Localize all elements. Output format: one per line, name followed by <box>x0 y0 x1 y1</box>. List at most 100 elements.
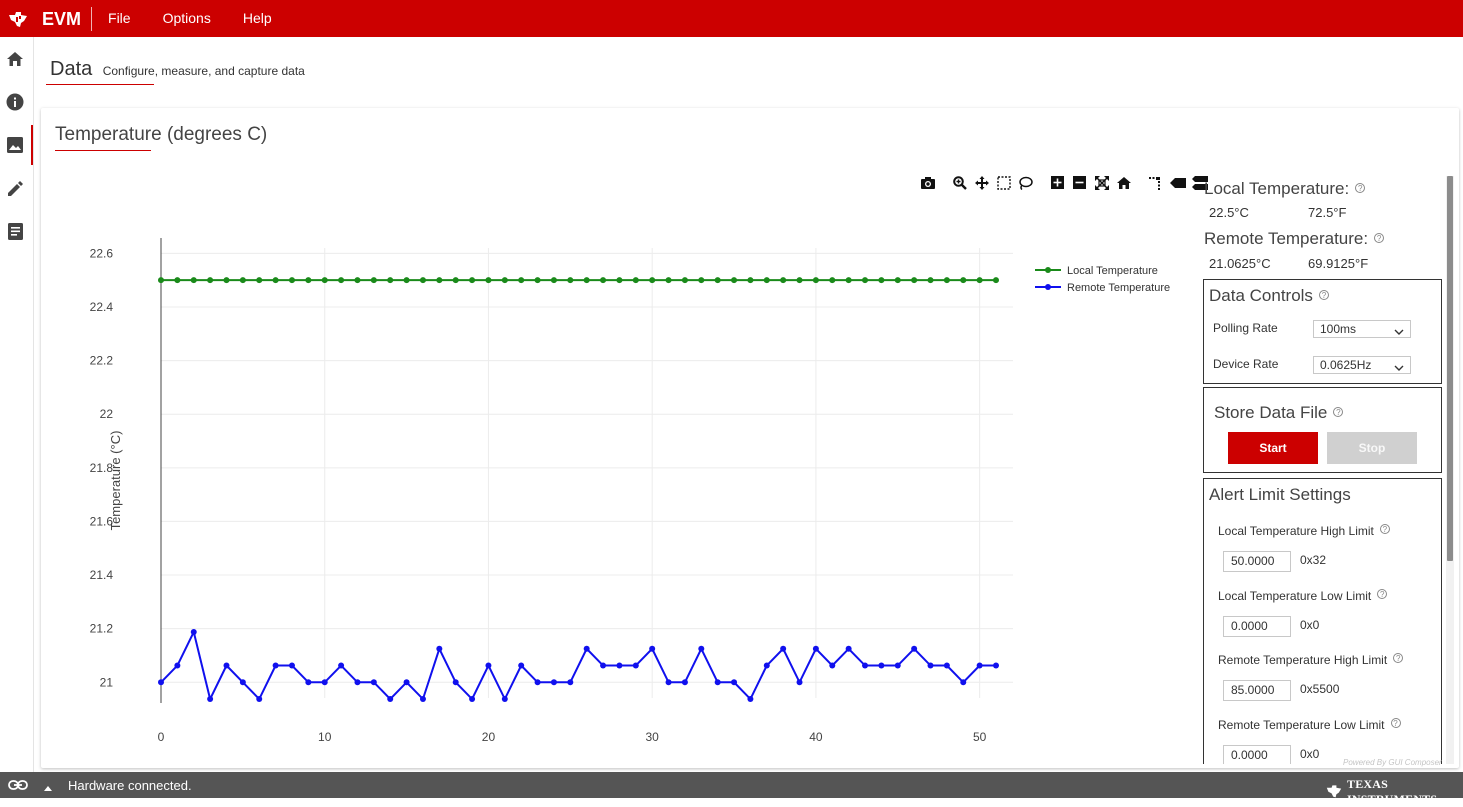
legend-label: Local Temperature <box>1067 265 1158 277</box>
reset-axes-home-icon[interactable] <box>1114 174 1133 191</box>
help-icon[interactable]: ? <box>1318 290 1329 300</box>
texas-instruments-logo: Texas Instruments <box>1325 777 1463 807</box>
data-point <box>976 662 983 669</box>
lasso-select-icon[interactable] <box>1016 174 1035 191</box>
data-point <box>223 662 230 669</box>
data-point <box>894 277 901 284</box>
polling-rate-value: 100ms <box>1320 322 1357 336</box>
y-axis-title: Temperature (°C) <box>108 431 123 531</box>
data-point <box>600 662 607 669</box>
y-tick-label: 22.4 <box>90 300 114 314</box>
page-title: Data <box>50 58 93 80</box>
link-icon[interactable] <box>8 778 28 796</box>
data-point <box>796 679 803 686</box>
data-point <box>485 277 492 284</box>
data-point <box>501 277 508 284</box>
document-icon[interactable] <box>5 221 25 241</box>
y-tick-label: 21.4 <box>90 568 114 582</box>
remote-high-limit-label: Remote Temperature High Limit? <box>1218 653 1404 667</box>
powered-by-text: Powered By GUI Composer <box>1343 758 1442 767</box>
spike-lines-icon[interactable] <box>1146 174 1165 191</box>
image-icon[interactable] <box>5 135 25 155</box>
card-title-underline <box>55 150 151 151</box>
data-point <box>272 277 279 284</box>
local-low-limit-label: Local Temperature Low Limit? <box>1218 589 1388 603</box>
data-point <box>600 277 607 284</box>
help-icon[interactable]: ? <box>1393 653 1404 663</box>
pencil-icon[interactable] <box>5 178 25 198</box>
help-icon[interactable]: ? <box>1333 407 1344 417</box>
temperature-chart[interactable]: 21 21.2 21.4 21.6 21.8 22 22.2 22.4 22.6 0 10 20 30 4… <box>49 238 1199 758</box>
data-point <box>763 277 770 284</box>
remote-low-limit-label: Remote Temperature Low Limit? <box>1218 718 1401 732</box>
data-point <box>419 696 426 703</box>
data-point <box>338 277 345 284</box>
x-tick-label: 30 <box>645 730 659 744</box>
local-high-limit-label: Local Temperature High Limit? <box>1218 524 1390 538</box>
store-data-file-heading: Store Data File? <box>1214 403 1344 423</box>
polling-rate-label: Polling Rate <box>1213 321 1278 335</box>
series-line-1 <box>160 629 996 702</box>
hover-compare-icon[interactable] <box>1190 174 1209 191</box>
device-rate-value: 0.0625Hz <box>1320 358 1372 372</box>
active-nav-indicator <box>31 125 33 165</box>
start-button[interactable]: Start <box>1228 432 1318 464</box>
device-rate-select[interactable]: 0.0625Hz <box>1313 356 1411 374</box>
menu-file[interactable]: File <box>108 10 131 26</box>
help-icon[interactable]: ? <box>1377 589 1388 599</box>
temperature-card: Temperature (degrees C) <box>41 108 1459 768</box>
polling-rate-select[interactable]: 100ms <box>1313 320 1411 338</box>
remote-temperature-heading: Remote Temperature:? <box>1204 229 1385 249</box>
data-point <box>567 277 574 284</box>
data-point <box>829 662 836 669</box>
help-icon[interactable]: ? <box>1379 524 1390 534</box>
remote-low-limit-input[interactable]: 0.0000 <box>1223 745 1291 764</box>
data-point <box>158 277 164 284</box>
data-point <box>207 277 214 284</box>
data-point <box>960 277 967 284</box>
help-icon[interactable]: ? <box>1374 233 1385 243</box>
pan-icon[interactable] <box>972 174 991 191</box>
data-point <box>911 645 918 652</box>
data-point <box>272 662 279 669</box>
zoom-in-icon[interactable] <box>1048 174 1067 191</box>
panel-scrollbar-thumb[interactable] <box>1447 176 1453 561</box>
data-point <box>927 662 934 669</box>
remote-high-limit-input[interactable]: 85.0000 <box>1223 680 1291 701</box>
data-point <box>534 277 541 284</box>
chevron-up-icon[interactable] <box>43 779 53 797</box>
data-point <box>976 277 983 284</box>
autoscale-icon[interactable] <box>1092 174 1111 191</box>
data-point <box>436 277 443 284</box>
help-icon[interactable]: ? <box>1390 718 1401 728</box>
card-title: Temperature (degrees C) <box>55 124 268 145</box>
data-point <box>158 679 164 686</box>
zoom-out-icon[interactable] <box>1070 174 1089 191</box>
data-point <box>370 679 377 686</box>
data-point <box>993 277 999 284</box>
data-point <box>747 696 754 703</box>
menu-help[interactable]: Help <box>242 10 272 26</box>
device-rate-label: Device Rate <box>1213 357 1279 371</box>
box-select-icon[interactable] <box>994 174 1013 191</box>
local-temp-celsius: 22.5°C <box>1209 205 1249 220</box>
page-subtitle: Configure, measure, and capture data <box>102 64 305 78</box>
hover-closest-icon[interactable] <box>1168 174 1187 191</box>
data-point <box>714 277 721 284</box>
data-point <box>469 696 476 703</box>
data-point <box>239 277 246 284</box>
data-point <box>387 277 394 284</box>
help-icon[interactable]: ? <box>1355 183 1366 193</box>
data-point <box>567 679 574 686</box>
zoom-icon[interactable] <box>950 174 969 191</box>
data-point <box>796 277 803 284</box>
page-header: Data Configure, measure, and capture dat… <box>46 58 305 86</box>
home-icon[interactable] <box>5 49 25 69</box>
info-icon[interactable] <box>5 92 25 112</box>
menu-options[interactable]: Options <box>162 10 211 26</box>
data-point <box>894 662 901 669</box>
local-low-limit-input[interactable]: 0.0000 <box>1223 616 1291 637</box>
camera-icon[interactable] <box>918 174 937 191</box>
y-tick-label: 22.6 <box>90 246 114 260</box>
local-high-limit-input[interactable]: 50.0000 <box>1223 551 1291 572</box>
